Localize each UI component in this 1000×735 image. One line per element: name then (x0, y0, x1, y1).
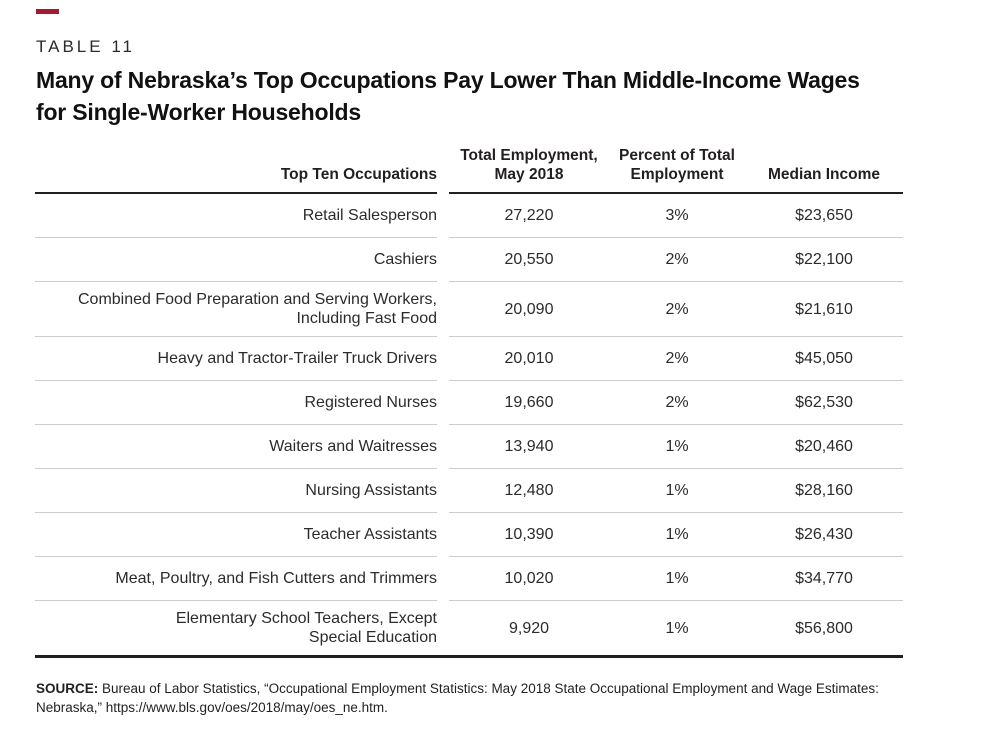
gap-cell (437, 337, 449, 381)
percent-cell: 1% (609, 468, 745, 513)
percent-cell: 1% (609, 556, 745, 601)
gap-cell (437, 469, 449, 513)
gap-cell (437, 600, 449, 658)
page-title: Many of Nebraska’s Top Occupations Pay L… (36, 64, 976, 128)
employment-cell: 10,390 (449, 512, 609, 557)
table-row: Retail Salesperson 27,220 3% $23,650 (35, 193, 903, 238)
income-cell: $20,460 (745, 424, 903, 469)
employment-cell: 12,480 (449, 468, 609, 513)
percent-cell: 1% (609, 600, 745, 658)
gap-cell (437, 425, 449, 469)
table-row: Elementary School Teachers, Except Speci… (35, 600, 903, 658)
income-cell: $26,430 (745, 512, 903, 557)
income-cell: $34,770 (745, 556, 903, 601)
employment-cell: 13,940 (449, 424, 609, 469)
column-header-income: Median Income (745, 146, 903, 194)
occupations-table: Top Ten Occupations Total Employment, Ma… (35, 146, 903, 658)
occupation-cell: Meat, Poultry, and Fish Cutters and Trim… (35, 556, 437, 601)
income-cell: $22,100 (745, 237, 903, 282)
income-cell: $62,530 (745, 380, 903, 425)
employment-cell: 27,220 (449, 193, 609, 238)
gap-cell (437, 381, 449, 425)
gap-cell (437, 513, 449, 557)
percent-cell: 1% (609, 512, 745, 557)
occupation-cell: Retail Salesperson (35, 193, 437, 238)
source-note: SOURCE: Bureau of Labor Statistics, “Occ… (36, 679, 948, 717)
source-label: SOURCE: (36, 681, 99, 696)
table-row: Nursing Assistants 12,480 1% $28,160 (35, 468, 903, 513)
percent-cell: 2% (609, 380, 745, 425)
income-cell: $28,160 (745, 468, 903, 513)
occupation-cell: Heavy and Tractor-Trailer Truck Drivers (35, 336, 437, 381)
title-line-1: Many of Nebraska’s Top Occupations Pay L… (36, 67, 860, 93)
percent-cell: 3% (609, 193, 745, 238)
table-row: Meat, Poultry, and Fish Cutters and Trim… (35, 556, 903, 601)
column-header-percent: Percent of Total Employment (609, 146, 745, 194)
table-header-row: Top Ten Occupations Total Employment, Ma… (35, 146, 903, 194)
occupation-cell: Combined Food Preparation and Serving Wo… (35, 281, 437, 337)
table-row: Combined Food Preparation and Serving Wo… (35, 281, 903, 337)
gap-cell (437, 282, 449, 337)
employment-cell: 9,920 (449, 600, 609, 658)
column-header-occupations: Top Ten Occupations (35, 146, 437, 194)
percent-cell: 1% (609, 424, 745, 469)
employment-cell: 19,660 (449, 380, 609, 425)
occupation-cell: Teacher Assistants (35, 512, 437, 557)
percent-cell: 2% (609, 336, 745, 381)
occupation-cell: Cashiers (35, 237, 437, 282)
percent-cell: 2% (609, 281, 745, 337)
table-number-kicker: TABLE 11 (36, 37, 135, 56)
table-row: Heavy and Tractor-Trailer Truck Drivers … (35, 336, 903, 381)
employment-cell: 20,090 (449, 281, 609, 337)
occupation-cell: Registered Nurses (35, 380, 437, 425)
occupation-cell: Elementary School Teachers, Except Speci… (35, 600, 437, 658)
table-row: Waiters and Waitresses 13,940 1% $20,460 (35, 424, 903, 469)
income-cell: $45,050 (745, 336, 903, 381)
employment-cell: 20,550 (449, 237, 609, 282)
employment-cell: 10,020 (449, 556, 609, 601)
employment-cell: 20,010 (449, 336, 609, 381)
column-header-employment: Total Employment, May 2018 (449, 146, 609, 194)
gap-cell (437, 557, 449, 601)
occupation-cell: Waiters and Waitresses (35, 424, 437, 469)
title-line-2: for Single-Worker Households (36, 99, 361, 125)
income-cell: $23,650 (745, 193, 903, 238)
red-accent-bar (36, 9, 59, 14)
occupation-cell: Nursing Assistants (35, 468, 437, 513)
income-cell: $21,610 (745, 281, 903, 337)
percent-cell: 2% (609, 237, 745, 282)
column-gap (437, 146, 449, 193)
table-row: Registered Nurses 19,660 2% $62,530 (35, 380, 903, 425)
income-cell: $56,800 (745, 600, 903, 658)
table-row: Teacher Assistants 10,390 1% $26,430 (35, 512, 903, 557)
gap-cell (437, 238, 449, 282)
gap-cell (437, 193, 449, 238)
table-row: Cashiers 20,550 2% $22,100 (35, 237, 903, 282)
source-text: Bureau of Labor Statistics, “Occupationa… (36, 681, 879, 715)
